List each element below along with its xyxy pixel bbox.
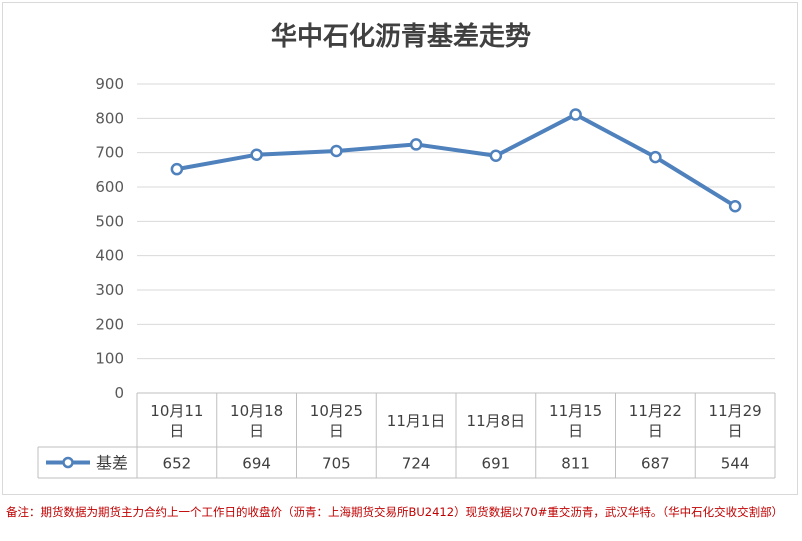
x-tick-label: 日 bbox=[568, 422, 583, 440]
chart-frame bbox=[2, 2, 798, 495]
x-tick-label: 日 bbox=[169, 422, 184, 440]
x-tick-label: 日 bbox=[329, 422, 344, 440]
y-tick-label: 400 bbox=[95, 247, 124, 265]
data-point bbox=[489, 149, 503, 163]
x-tick-label: 10月25 bbox=[310, 402, 363, 420]
data-table-value: 811 bbox=[561, 455, 590, 473]
data-point bbox=[170, 162, 184, 176]
y-tick-label: 100 bbox=[95, 350, 124, 368]
x-tick-label: 日 bbox=[249, 422, 264, 440]
x-tick-label: 11月1日 bbox=[387, 412, 446, 430]
data-point bbox=[409, 138, 423, 151]
data-table-value: 652 bbox=[163, 455, 192, 473]
x-tick-label: 日 bbox=[728, 422, 743, 440]
y-tick-label: 300 bbox=[95, 281, 124, 299]
data-point bbox=[649, 150, 662, 164]
series-line bbox=[174, 112, 738, 209]
legend-marker bbox=[62, 456, 74, 469]
data-table-value: 705 bbox=[322, 455, 351, 473]
x-tick-label: 10月18 bbox=[230, 402, 283, 420]
data-point bbox=[330, 144, 343, 158]
data-point bbox=[728, 199, 742, 213]
y-tick-label: 0 bbox=[114, 384, 124, 402]
data-table-value: 694 bbox=[242, 455, 271, 473]
data-point bbox=[250, 148, 263, 161]
y-tick-label: 600 bbox=[95, 178, 124, 196]
x-tick-label: 11月8日 bbox=[467, 412, 526, 430]
y-tick-label: 500 bbox=[95, 212, 124, 230]
x-tick-label: 10月11 bbox=[150, 402, 203, 420]
x-tick-label: 11月29 bbox=[709, 402, 762, 420]
x-tick-label: 11月15 bbox=[549, 402, 602, 420]
line-chart: 900 800 700 600 500 400 300 200 100 0 10月11 日 10月18 日… bbox=[37, 75, 776, 479]
data-table-value: 724 bbox=[402, 455, 431, 473]
chart-title: 华中石化沥青基差走势 bbox=[270, 22, 531, 52]
data-point bbox=[569, 108, 582, 121]
legend-label: 基差 bbox=[96, 454, 128, 473]
data-table-value: 691 bbox=[482, 455, 511, 473]
footnote: 备注：期货数据为期货主力合约上一个工作日的收盘价（沥青：上海期货交易所BU241… bbox=[6, 505, 784, 519]
y-tick-label: 900 bbox=[95, 75, 124, 93]
x-tick-label: 日 bbox=[648, 422, 663, 440]
x-tick-label: 11月22 bbox=[629, 402, 682, 420]
y-tick-label: 700 bbox=[95, 144, 124, 162]
y-tick-label: 200 bbox=[95, 315, 124, 333]
data-table-value: 687 bbox=[641, 455, 670, 473]
data-table-value: 544 bbox=[721, 455, 750, 473]
y-tick-label: 800 bbox=[95, 109, 124, 127]
